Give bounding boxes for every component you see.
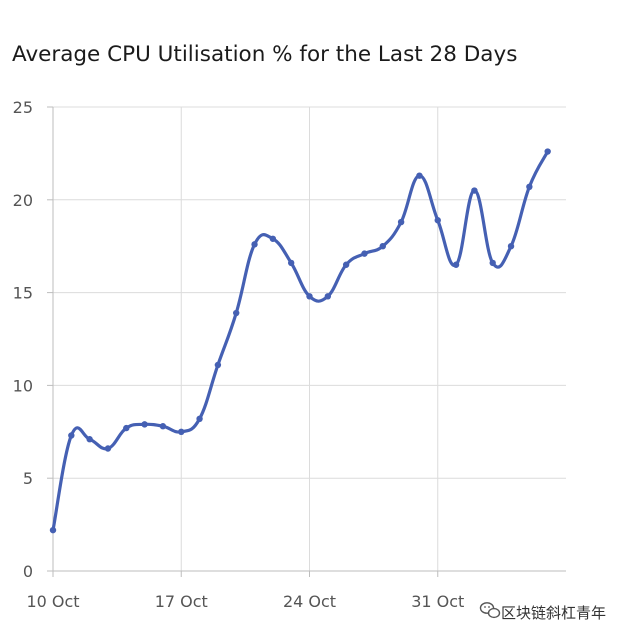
data-point bbox=[104, 445, 112, 452]
data-point bbox=[397, 218, 405, 226]
data-point bbox=[49, 526, 57, 534]
watermark-text: 区块链斜杠青年 bbox=[501, 604, 606, 622]
data-point bbox=[287, 259, 295, 267]
data-point bbox=[178, 428, 185, 435]
data-point bbox=[141, 421, 148, 428]
data-point bbox=[452, 261, 460, 268]
y-tick-label: 15 bbox=[13, 284, 33, 303]
y-tick-label: 25 bbox=[13, 98, 33, 117]
chart-title: Average CPU Utilisation % for the Last 2… bbox=[12, 42, 517, 67]
data-point bbox=[507, 243, 515, 250]
data-point bbox=[361, 250, 368, 257]
y-tick-label: 0 bbox=[23, 562, 33, 581]
data-point bbox=[251, 241, 258, 248]
data-point bbox=[379, 243, 386, 250]
x-axis-ticks: 10 Oct 17 Oct 24 Oct 31 Oct bbox=[26, 592, 464, 611]
data-point bbox=[196, 415, 203, 423]
data-point bbox=[342, 261, 350, 268]
data-point bbox=[324, 293, 332, 300]
data-point bbox=[233, 309, 240, 317]
x-tick-label: 10 Oct bbox=[26, 592, 79, 611]
y-tick-label: 5 bbox=[23, 469, 33, 488]
data-point bbox=[471, 187, 478, 194]
y-tick-label: 10 bbox=[13, 376, 33, 395]
data-point bbox=[68, 432, 75, 439]
data-point bbox=[123, 424, 130, 432]
series-line bbox=[51, 149, 550, 532]
data-point bbox=[86, 436, 93, 443]
data-point bbox=[416, 172, 423, 179]
chart-axes bbox=[47, 106, 566, 577]
data-point bbox=[159, 423, 167, 430]
x-tick-label: 24 Oct bbox=[283, 592, 336, 611]
data-point bbox=[544, 148, 551, 155]
data-point bbox=[269, 235, 277, 242]
data-point bbox=[214, 361, 222, 369]
x-tick-label: 17 Oct bbox=[155, 592, 208, 611]
chart-grid bbox=[53, 106, 566, 571]
wechat-icon bbox=[479, 602, 501, 619]
data-point bbox=[526, 183, 533, 191]
data-point bbox=[489, 259, 496, 267]
data-point bbox=[306, 293, 313, 300]
y-axis-ticks: 0 5 10 15 20 25 bbox=[13, 98, 33, 581]
y-tick-label: 20 bbox=[13, 191, 33, 210]
data-point bbox=[434, 217, 441, 224]
watermark: 区块链斜杠青年 bbox=[479, 602, 606, 622]
x-tick-label: 31 Oct bbox=[411, 592, 464, 611]
chart-series bbox=[49, 148, 551, 534]
